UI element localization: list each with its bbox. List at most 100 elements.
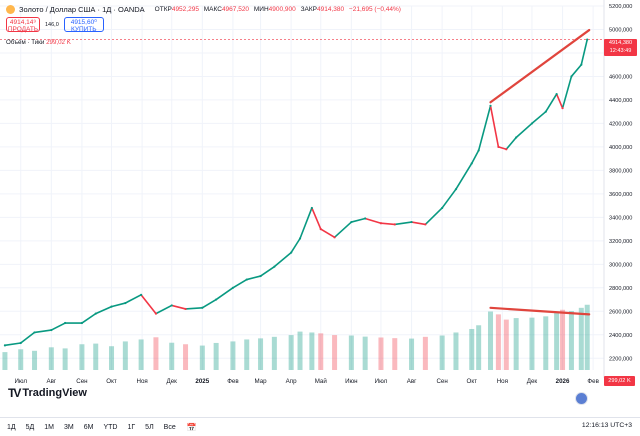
- price-segment: [424, 207, 443, 225]
- volume-bar: [109, 346, 115, 370]
- price-point: [201, 306, 204, 309]
- price-point: [184, 307, 187, 311]
- time-tick-label: 2026: [556, 378, 570, 385]
- price-segment: [505, 136, 517, 150]
- time-tick-label: Июл: [14, 378, 27, 385]
- volume-bar: [503, 319, 509, 370]
- timeframe-3m[interactable]: 3М: [64, 423, 74, 431]
- price-point: [231, 286, 235, 289]
- price-axis: 5200,0005000,0004800,0004600,0004400,000…: [603, 0, 640, 417]
- price-point: [477, 149, 480, 152]
- symbol-title[interactable]: Золото / Доллар США · 1Д · OANDA: [19, 5, 145, 14]
- price-segment: [380, 222, 395, 226]
- high-value: 4967,520: [221, 6, 250, 13]
- volume-bar: [584, 304, 590, 370]
- price-segment: [185, 306, 203, 310]
- sell-label: ПРОДАТЬ: [7, 26, 39, 33]
- timeframe-1m[interactable]: 1М: [44, 423, 55, 431]
- volume-bar: [2, 352, 8, 370]
- tradingview-logo[interactable]: TV TradingView: [8, 386, 87, 400]
- price-segment: [364, 217, 382, 224]
- price-point: [215, 298, 218, 301]
- volume-bar: [348, 335, 354, 370]
- volume-bar: [332, 335, 338, 370]
- timeframe-1y[interactable]: 1Г: [127, 423, 136, 431]
- timeframe-all[interactable]: Все: [163, 423, 176, 431]
- sell-button[interactable]: 4914,14⁹ ПРОДАТЬ: [6, 17, 40, 33]
- price-point: [110, 305, 113, 308]
- low-label: МИН: [253, 6, 269, 13]
- price-tick-label: 2400,000: [609, 333, 632, 339]
- price-tick-label: 4600,000: [609, 74, 632, 80]
- price-point: [140, 293, 143, 296]
- buy-price: 4915,60⁰: [70, 19, 97, 26]
- price-point: [505, 148, 508, 151]
- price-tick-label: 5000,000: [609, 27, 632, 33]
- price-point: [544, 110, 547, 113]
- volume-bar: [183, 344, 189, 370]
- tradingview-logo-icon: TV: [8, 386, 21, 400]
- price-segment: [411, 221, 426, 226]
- price-point: [154, 312, 158, 315]
- price-point: [586, 38, 589, 41]
- price-line-series: [3, 38, 589, 347]
- time-tick-label: Апр: [286, 378, 297, 385]
- volume-bar: [79, 344, 85, 370]
- price-segment: [201, 298, 217, 309]
- volume-bar: [93, 343, 99, 370]
- timeframe-6m[interactable]: 6М: [83, 423, 94, 431]
- volume-bar: [513, 318, 519, 370]
- timeframe-1d[interactable]: 1Д: [7, 423, 16, 431]
- time-tick-label: Ноя: [497, 378, 508, 385]
- open-label: ОТКР: [154, 6, 172, 13]
- volume-bar: [32, 350, 38, 370]
- time-tick-label: Июн: [345, 378, 358, 385]
- timeframe-5y[interactable]: 5Л: [145, 423, 154, 431]
- price-point: [410, 220, 413, 224]
- price-segment: [334, 221, 352, 238]
- volume-bar: [169, 342, 175, 370]
- trendlines: [489, 28, 591, 316]
- price-segment: [477, 105, 492, 151]
- volume-bar: [554, 312, 560, 370]
- low-value: 4900,900: [268, 6, 296, 13]
- volume-badge: 299,02 K: [604, 376, 635, 386]
- time-tick-label: Фев: [587, 378, 599, 385]
- open-value: 4952,295: [171, 6, 199, 13]
- volume-indicator-legend[interactable]: Объём · Тики 299,02 K: [6, 39, 71, 46]
- price-point: [50, 328, 53, 332]
- price-point: [350, 220, 353, 224]
- price-segment: [299, 207, 313, 239]
- price-point: [570, 75, 573, 78]
- buy-button[interactable]: 4915,60⁰ КУПИТЬ: [63, 17, 104, 33]
- price-segment: [124, 294, 142, 304]
- price-trendline: [489, 28, 591, 104]
- price-segment: [351, 217, 366, 223]
- volume-bar: [529, 317, 535, 370]
- price-tick-label: 3400,000: [609, 215, 632, 221]
- timeframe-5d[interactable]: 5Д: [25, 423, 35, 431]
- price-segment: [455, 162, 473, 190]
- volume-bar: [288, 335, 294, 370]
- time-tick-label: 2025: [195, 378, 209, 385]
- price-segment: [555, 93, 564, 109]
- time-tick-label: Ноя: [136, 378, 147, 385]
- volume-bar: [362, 336, 368, 370]
- calendar-icon[interactable]: 📅: [186, 422, 197, 432]
- flag-icon[interactable]: [575, 392, 588, 405]
- time-tick-label: Сен: [436, 378, 447, 385]
- volume-bar: [48, 347, 54, 370]
- price-tick-label: 4400,000: [609, 98, 632, 104]
- price-segment: [246, 275, 261, 281]
- volume-bar: [318, 333, 324, 370]
- clock[interactable]: 12:16:13 UTC+3: [581, 422, 632, 429]
- close-value: 4914,380: [316, 6, 345, 13]
- price-segment: [111, 302, 126, 308]
- price-point: [124, 301, 127, 305]
- volume-bar: [476, 325, 482, 370]
- price-segment: [489, 105, 500, 148]
- price-chart[interactable]: 5200,0005000,0004800,0004600,0004400,000…: [0, 0, 640, 417]
- price-point: [290, 251, 293, 254]
- volume-bar: [488, 311, 494, 370]
- timeframe-ytd[interactable]: YTD: [103, 423, 118, 431]
